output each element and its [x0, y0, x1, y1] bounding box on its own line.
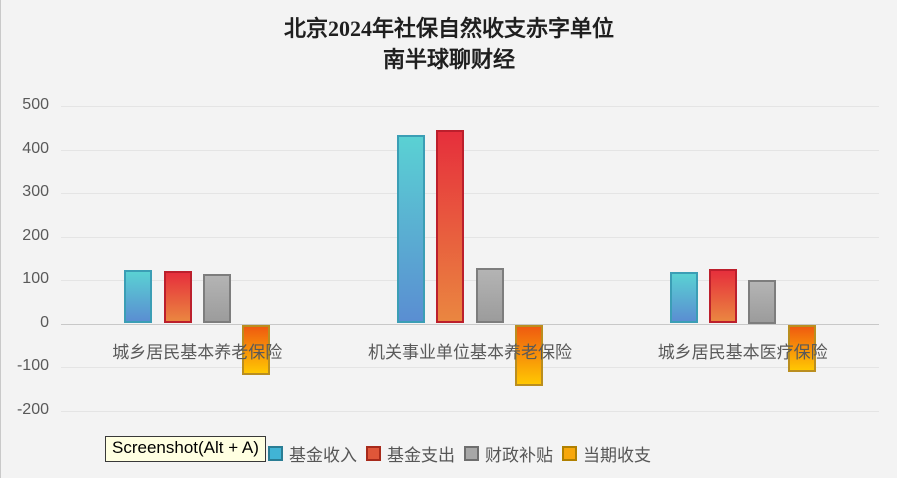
bar-current-balance-group1[interactable] [242, 324, 271, 375]
y-axis-tick-label: -200 [16, 400, 49, 418]
chart-title: 北京2024年社保自然收支赤字单位 南半球聊财经 [1, 13, 897, 75]
fund-income-swatch-icon [268, 446, 283, 461]
legend-label: 财政补贴 [485, 446, 553, 465]
gridline [61, 280, 879, 281]
bar-fund-expense-group3[interactable] [709, 268, 737, 324]
gridline [61, 193, 879, 194]
chart-title-line1: 北京2024年社保自然收支赤字单位 [283, 16, 614, 41]
y-axis-tick-label: 0 [40, 313, 49, 331]
legend-item-current-balance[interactable]: 当期收支 [562, 441, 651, 466]
bar-fund-expense-group1[interactable] [163, 271, 192, 324]
legend-item-fund-income[interactable]: 基金收入 [268, 441, 357, 466]
legend-item-fiscal-subsidy[interactable]: 财政补贴 [464, 441, 553, 466]
current-balance-swatch-icon [562, 446, 577, 461]
gridline [61, 410, 879, 412]
x-axis-category-label: 城乡居民基本医疗保险 [657, 343, 828, 362]
y-axis-tick-label: 200 [22, 226, 49, 244]
bar-fund-expense-group2[interactable] [436, 130, 465, 324]
bar-current-balance-group3[interactable] [787, 324, 816, 373]
bar-fiscal-subsidy-group1[interactable] [202, 273, 231, 324]
y-axis-tick-label: 100 [22, 270, 49, 287]
bar-fiscal-subsidy-group2[interactable] [475, 268, 504, 324]
x-axis-category-label: 机关事业单位基本养老保险 [368, 343, 572, 362]
fiscal-subsidy-swatch-icon [464, 446, 479, 461]
y-axis-tick-label: 500 [22, 96, 49, 113]
bar-current-balance-group2[interactable] [514, 324, 543, 386]
gridline [61, 149, 879, 151]
screenshot-tooltip: Screenshot(Alt + A) [105, 436, 266, 462]
y-axis-tick-label: -100 [16, 357, 49, 374]
fund-expense-swatch-icon [366, 446, 381, 461]
x-axis-category-label: 城乡居民基本养老保险 [112, 343, 283, 362]
gridline [61, 367, 879, 368]
gridline [61, 236, 879, 238]
bar-fund-income-group1[interactable] [124, 270, 153, 324]
bar-fiscal-subsidy-group3[interactable] [748, 280, 777, 324]
bar-fund-income-group3[interactable] [669, 271, 698, 324]
legend-label: 基金支出 [387, 446, 455, 465]
y-axis-tick-label: 300 [22, 183, 49, 200]
gridline [61, 106, 879, 107]
bar-fund-income-group2[interactable] [397, 135, 425, 324]
legend-label: 当期收支 [583, 446, 651, 465]
y-axis-tick-label: 400 [22, 139, 49, 157]
chart-title-line2: 南半球聊财经 [382, 47, 515, 72]
legend: 基金收入 基金支出 财政补贴 当期收支 [268, 441, 651, 466]
legend-item-fund-expense[interactable]: 基金支出 [366, 441, 455, 466]
legend-label: 基金收入 [289, 446, 357, 465]
x-axis-zero-line [61, 323, 879, 325]
